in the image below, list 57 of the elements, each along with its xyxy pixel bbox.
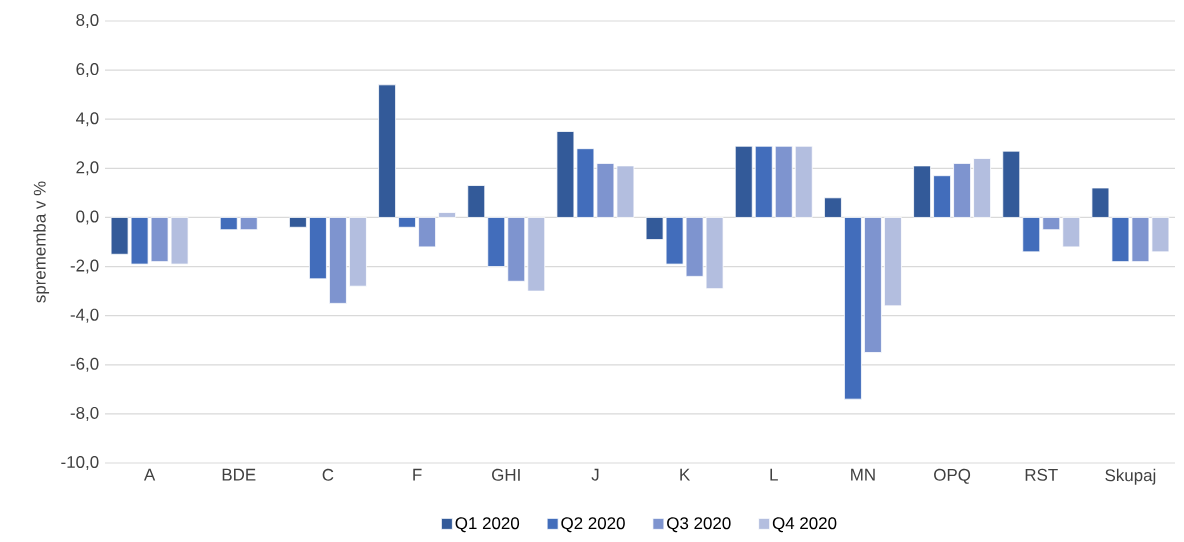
y-tick-label: 8,0 [76, 14, 99, 28]
legend-label: Q4 2020 [772, 517, 837, 533]
bar [527, 217, 546, 292]
bar [734, 145, 753, 218]
bar [774, 145, 793, 218]
x-tick-label: Skupaj [1105, 468, 1156, 485]
bar [1062, 217, 1081, 248]
x-tick-label: RST [1025, 468, 1058, 481]
x-tick-label: OPQ [934, 468, 971, 484]
bar [418, 217, 436, 248]
x-tick-label: J [591, 468, 599, 481]
bar [973, 158, 991, 218]
x-tick-label: L [770, 468, 778, 481]
bar [933, 175, 951, 218]
bar [1022, 217, 1041, 253]
x-tick-label: C [322, 468, 334, 481]
legend-label: Q2 2020 [561, 517, 625, 533]
bar [754, 145, 773, 218]
y-tick-label: -10,0 [61, 456, 99, 470]
bar [349, 217, 367, 287]
bar [794, 145, 813, 218]
x-tick-label: F [413, 468, 422, 481]
y-tick-label: -4,0 [70, 308, 99, 323]
bar [219, 217, 238, 231]
bar [239, 217, 258, 231]
bar [953, 163, 971, 218]
x-tick-label: BDE [222, 468, 256, 481]
x-tick-label: GHI [492, 468, 520, 481]
bar [913, 165, 931, 218]
bar [1042, 217, 1061, 231]
bar [844, 217, 862, 400]
y-tick-label: -8,0 [70, 406, 99, 421]
bar [438, 212, 456, 218]
bar [289, 217, 307, 228]
bar [824, 197, 842, 218]
bar [467, 185, 486, 218]
bar [884, 217, 902, 307]
y-axis-title: sprememba v % [33, 181, 50, 303]
y-tick-label: 2,0 [76, 161, 99, 176]
legend-label: Q1 2020 [455, 517, 520, 533]
bar [378, 84, 396, 218]
bar [309, 217, 327, 280]
bar [864, 217, 882, 353]
bar [487, 217, 506, 267]
bar [1002, 150, 1021, 218]
y-tick-label: -6,0 [70, 357, 99, 372]
bar [398, 217, 416, 228]
bar [507, 217, 526, 282]
y-tick-label: 0,0 [76, 210, 99, 225]
legend-label: Q3 2020 [667, 517, 731, 533]
y-tick-label: 6,0 [76, 63, 99, 78]
y-tick-label: -2,0 [70, 259, 99, 274]
bar [329, 217, 347, 304]
x-tick-label: K [680, 468, 691, 481]
x-tick-label: MN [851, 468, 875, 481]
y-tick-label: 4,0 [76, 112, 99, 127]
x-tick-label: A [143, 468, 156, 481]
